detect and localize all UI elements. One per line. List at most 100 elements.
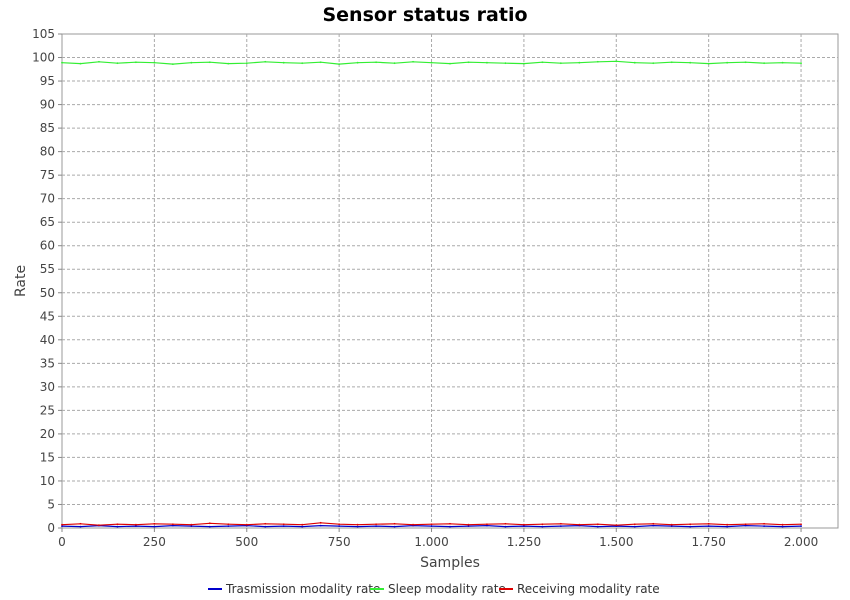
data-point [282, 61, 285, 64]
data-point [116, 525, 119, 528]
data-point [689, 523, 692, 526]
data-point [61, 61, 63, 64]
data-point [449, 522, 451, 525]
data-point [652, 62, 655, 65]
y-tick-label: 95 [40, 74, 55, 88]
x-tick-label: 1.000 [414, 535, 448, 549]
data-point [393, 522, 396, 525]
data-point [116, 523, 119, 526]
data-point [744, 61, 747, 64]
data-point [412, 523, 414, 526]
data-point [652, 522, 655, 525]
data-point [467, 61, 470, 64]
data-point [689, 61, 692, 64]
y-tick-label: 15 [40, 450, 55, 464]
data-point [633, 61, 636, 64]
x-tick-label: 1.750 [691, 535, 725, 549]
data-point [79, 522, 82, 525]
data-point [689, 525, 692, 528]
y-axis-ticks: 0 5 10 15 20 25 30 35 40 45 50 55 60 65 70 75 80 85 90 95 10… [32, 27, 62, 535]
data-point [338, 525, 341, 528]
chart-title: Sensor status ratio [322, 4, 527, 26]
data-point [467, 525, 470, 528]
y-tick-label: 100 [32, 51, 55, 65]
data-point [208, 61, 211, 64]
data-point [800, 62, 802, 65]
data-point [319, 521, 322, 524]
data-point [245, 62, 248, 65]
data-point [227, 62, 230, 65]
data-point [523, 525, 525, 528]
data-point [541, 61, 544, 64]
data-point [744, 523, 747, 526]
legend-label: Sleep modality rate [388, 582, 506, 596]
data-point [559, 522, 562, 525]
data-point [338, 63, 341, 66]
data-point [135, 523, 137, 526]
data-point [301, 523, 304, 526]
data-point [153, 61, 156, 64]
x-tick-label: 2.000 [784, 535, 818, 549]
data-point [523, 62, 525, 65]
data-point [541, 525, 544, 528]
x-axis-ticks: 0 250 500 750 1.000 1.250 1.500 1.750 2.000 [58, 528, 818, 549]
y-tick-label: 25 [40, 403, 55, 417]
data-point [116, 62, 119, 65]
data-point [264, 525, 267, 528]
data-point [356, 525, 359, 528]
data-point [504, 525, 507, 528]
plot-area [61, 33, 839, 529]
data-point [393, 62, 396, 65]
data-point [153, 522, 156, 525]
x-tick-label: 1.500 [599, 535, 633, 549]
y-axis-label: Rate [13, 265, 29, 297]
data-point [596, 525, 599, 528]
data-point [633, 525, 636, 528]
y-tick-label: 10 [40, 474, 55, 488]
data-point [763, 522, 765, 525]
data-point [781, 61, 784, 64]
data-point [486, 523, 488, 526]
data-point [578, 61, 581, 64]
data-point [541, 523, 544, 526]
data-point [486, 61, 488, 64]
data-point [301, 525, 304, 528]
data-point [707, 62, 710, 65]
data-point [449, 525, 451, 528]
data-point [190, 61, 193, 64]
data-point [781, 523, 784, 526]
data-point [171, 524, 174, 527]
data-point [338, 523, 341, 526]
data-point [430, 525, 433, 528]
data-point [301, 62, 304, 65]
data-point [763, 62, 765, 65]
data-point [375, 523, 377, 526]
y-tick-label: 40 [40, 333, 55, 347]
data-point [264, 60, 267, 63]
y-tick-label: 50 [40, 286, 55, 300]
y-tick-label: 70 [40, 192, 55, 206]
x-tick-label: 1.250 [507, 535, 541, 549]
data-point [596, 60, 599, 63]
data-point [744, 524, 747, 527]
data-point [61, 523, 63, 526]
data-point [227, 525, 230, 528]
data-point [726, 525, 729, 528]
y-tick-label: 90 [40, 98, 55, 112]
data-point [763, 525, 765, 528]
data-point [190, 525, 193, 528]
data-point [559, 525, 562, 528]
x-tick-label: 0 [58, 535, 66, 549]
data-point [190, 523, 193, 526]
data-point [208, 522, 211, 525]
data-point [707, 522, 710, 525]
data-point [652, 524, 655, 527]
data-point [356, 523, 359, 526]
y-tick-label: 5 [47, 497, 55, 511]
data-point [356, 61, 359, 64]
data-point [375, 61, 377, 64]
y-tick-label: 30 [40, 380, 55, 394]
data-point [264, 522, 267, 525]
data-point [726, 523, 729, 526]
data-point [670, 61, 673, 64]
